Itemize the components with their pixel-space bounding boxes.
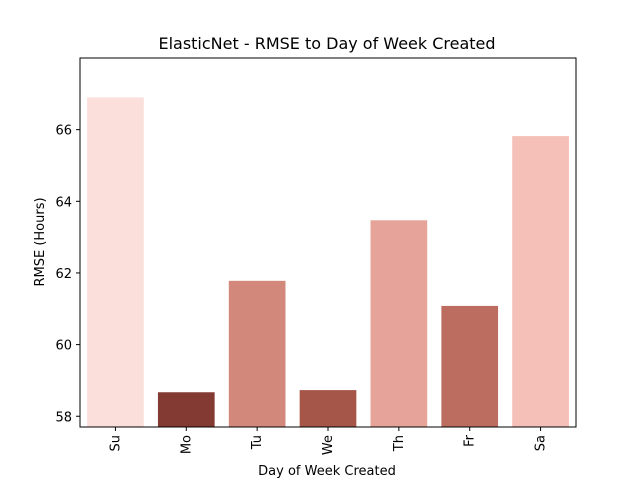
- x-tick-label: Sa: [534, 435, 549, 451]
- y-tick-label: 64: [55, 195, 72, 210]
- bar-tu: [228, 280, 286, 427]
- x-tick-label: Mo: [179, 435, 194, 454]
- x-tick-label: Tu: [250, 435, 265, 450]
- x-axis-label: Day of Week Created: [258, 464, 396, 479]
- bar-th: [370, 220, 428, 427]
- bar-we: [299, 390, 357, 427]
- x-tick-label: Fr: [463, 434, 478, 447]
- bar-mo: [157, 392, 215, 427]
- y-tick-label: 62: [55, 267, 72, 282]
- y-axis-label: RMSE (Hours): [33, 197, 48, 286]
- bar-sa: [512, 136, 569, 427]
- x-tick-label: Th: [392, 435, 407, 452]
- bar-su: [87, 97, 144, 427]
- y-tick-label: 60: [55, 339, 72, 354]
- chart-title: ElasticNet - RMSE to Day of Week Created: [158, 34, 495, 53]
- x-tick-label: Su: [108, 435, 123, 452]
- plot-frame: [79, 57, 577, 428]
- x-axis: Su Mo Tu We Th Fr Sa: [108, 427, 549, 455]
- y-tick-label: 66: [55, 124, 72, 139]
- bars-group: [87, 97, 569, 427]
- y-tick-label: 58: [55, 410, 72, 425]
- bar-fr: [441, 305, 499, 427]
- x-tick-label: We: [321, 435, 336, 455]
- y-axis: 58 60 62 64 66: [55, 124, 80, 425]
